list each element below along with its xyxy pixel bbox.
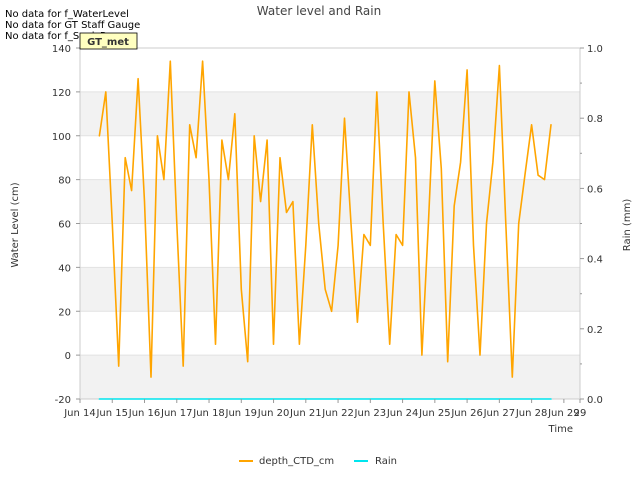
x-tick-label: Jun 24 [386, 408, 419, 419]
y-tick-label-right: 0.4 [587, 255, 603, 266]
plot-band [80, 179, 580, 224]
y-tick-label-left: 0 [65, 351, 71, 362]
plot-bands [80, 91, 580, 399]
y-tick-label-right: 0.0 [587, 395, 603, 406]
x-axis-title: Time [548, 424, 573, 435]
y-tick-label-right: 0.6 [587, 184, 603, 195]
y-axis-title-right: Rain (mm) [622, 199, 633, 252]
x-tick-label: Jun 18 [192, 408, 225, 419]
series-line-depth [98, 60, 552, 378]
x-tick-label: Jun 27 [483, 408, 516, 419]
legend-label-depth: depth_CTD_cm [259, 456, 334, 467]
site-badge-label: GT_met [87, 37, 129, 48]
x-tick-label: Jun 17 [160, 408, 193, 419]
series-layer [98, 60, 552, 400]
axes-layer: -20 0 20 40 60 80 100 120 140 0.0 0.2 0.4 0.6 0.8 1.0 J… [52, 44, 603, 419]
plot-band [80, 355, 580, 399]
y-tick-label-left: 20 [58, 307, 71, 318]
y-tick-label-left: 40 [58, 263, 71, 274]
no-data-message: No data for GT Staff Gauge [5, 20, 140, 31]
legend: depth_CTD_cm Rain [239, 456, 397, 467]
x-tick-label: Jun 29 [547, 408, 580, 419]
y-tick-label-right: 0.2 [587, 325, 603, 336]
y-tick-label-right: 0.8 [587, 114, 603, 125]
x-tick-label: Jun 22 [321, 408, 354, 419]
chart-title: Water level and Rain [257, 4, 381, 18]
x-tick-label: Jun 26 [450, 408, 483, 419]
site-badge [79, 32, 138, 50]
y-axis-title-left: Water Level (cm) [10, 182, 21, 267]
y-tick-label-left: 140 [52, 44, 71, 55]
x-tick-label: Jun 14 [63, 408, 96, 419]
y-tick-label-left: 80 [58, 176, 71, 187]
x-tick-label: Jun 23 [354, 408, 387, 419]
y-tick-label-left: 100 [52, 132, 71, 143]
x-tick-label: Jun 15 [95, 408, 128, 419]
plot-band [80, 91, 580, 136]
y-tick-label-left: 60 [58, 220, 71, 231]
x-tick-label: Jun 21 [289, 408, 322, 419]
x-tick-label: Jun 19 [225, 408, 258, 419]
x-tick-label: Jun 28 [515, 408, 548, 419]
y-tick-label-left: 120 [52, 88, 71, 99]
no-data-message: No data for f_SonicRng [5, 31, 120, 42]
legend-label-rain: Rain [375, 456, 397, 467]
x-tick-label: Jun 20 [257, 408, 290, 419]
y-tick-label-left: -20 [55, 395, 71, 406]
no-data-message: No data for f_WaterLevel [5, 9, 129, 20]
x-tick-label: 29 [574, 408, 587, 419]
x-tick-label: Jun 16 [128, 408, 161, 419]
x-tick-label: Jun 25 [418, 408, 451, 419]
y-tick-label-right: 1.0 [587, 44, 603, 55]
